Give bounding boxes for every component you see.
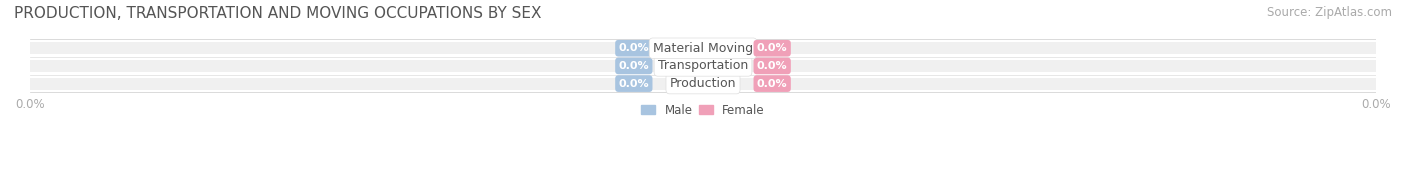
Legend: Male, Female: Male, Female: [637, 99, 769, 121]
Text: Material Moving: Material Moving: [652, 42, 754, 55]
Bar: [30, 78, 1376, 90]
Text: 0.0%: 0.0%: [619, 61, 650, 71]
Text: 0.0%: 0.0%: [619, 79, 650, 89]
Text: Transportation: Transportation: [658, 59, 748, 73]
Text: Production: Production: [669, 77, 737, 90]
Text: 0.0%: 0.0%: [756, 61, 787, 71]
Text: 0.0%: 0.0%: [756, 79, 787, 89]
Text: PRODUCTION, TRANSPORTATION AND MOVING OCCUPATIONS BY SEX: PRODUCTION, TRANSPORTATION AND MOVING OC…: [14, 6, 541, 21]
Text: 0.0%: 0.0%: [619, 43, 650, 53]
Bar: [30, 60, 1376, 72]
Text: 0.0%: 0.0%: [756, 43, 787, 53]
Text: Source: ZipAtlas.com: Source: ZipAtlas.com: [1267, 6, 1392, 19]
Bar: [30, 42, 1376, 54]
